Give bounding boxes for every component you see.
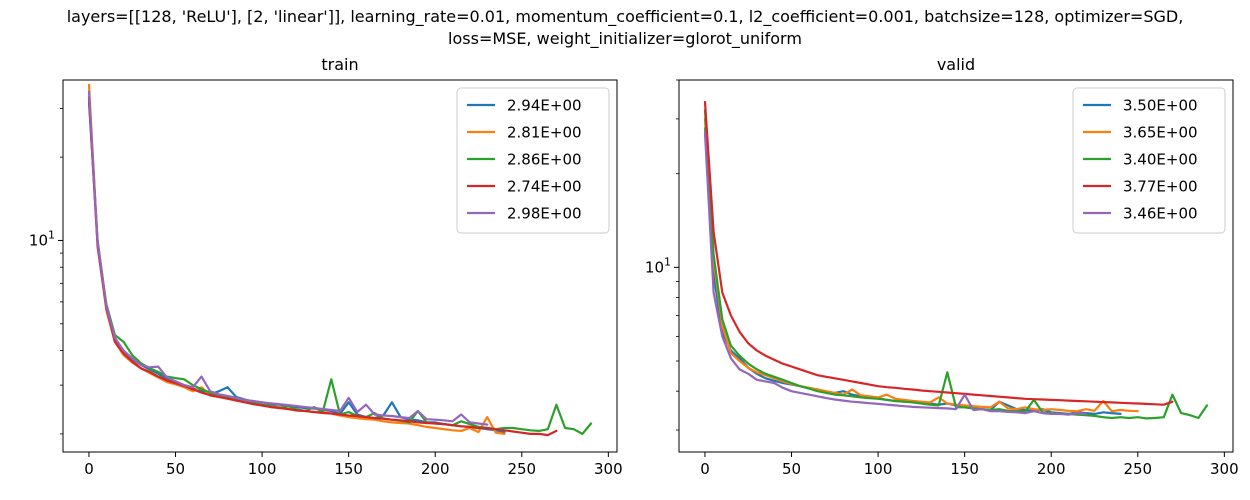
series-line-5 xyxy=(87,90,489,426)
legend-box xyxy=(456,87,610,234)
figure-title-line-1: layers=[[128, 'ReLU'], [2, 'linear']], l… xyxy=(66,7,1184,26)
legend-label: 2.74E+00 xyxy=(507,178,582,196)
x-tick-label: 200 xyxy=(1037,460,1066,478)
x-tick-label: 100 xyxy=(248,460,277,478)
x-tick-label: 200 xyxy=(421,460,450,478)
legend-label: 2.98E+00 xyxy=(507,205,582,223)
series-lines xyxy=(87,83,593,437)
series-line-4 xyxy=(703,100,1174,406)
legend-label: 3.46E+00 xyxy=(1123,205,1198,223)
legend-label: 3.50E+00 xyxy=(1123,97,1198,115)
figure-title-line-2: loss=MSE, weight_initializer=glorot_unif… xyxy=(448,29,802,48)
x-tick-label: 300 xyxy=(1210,460,1239,478)
legend-label: 3.40E+00 xyxy=(1123,151,1198,169)
x-tick-label: 250 xyxy=(1123,460,1152,478)
series-lines xyxy=(703,100,1209,420)
series-line-1 xyxy=(87,101,506,434)
legend-label: 2.86E+00 xyxy=(507,151,582,169)
series-line-4 xyxy=(87,95,558,437)
series-line-5 xyxy=(703,132,1087,416)
legend-label: 3.77E+00 xyxy=(1123,178,1198,196)
series-line-1 xyxy=(703,127,1122,415)
x-tick-label: 100 xyxy=(864,460,893,478)
legend-box xyxy=(1072,87,1226,234)
figure-title: layers=[[128, 'ReLU'], [2, 'linear']], l… xyxy=(0,6,1250,50)
x-tick-label: 50 xyxy=(166,460,185,478)
x-tick-label: 0 xyxy=(700,460,710,478)
x-tick-label: 300 xyxy=(594,460,623,478)
y-tick-label: 101 xyxy=(645,255,671,276)
x-tick-label: 150 xyxy=(950,460,979,478)
valid-chart: valid 0 50 100 150 200 250 300 101 3.50E+00 3.65E+… xyxy=(645,55,1239,478)
x-tick-label: 50 xyxy=(782,460,801,478)
x-tick-label: 250 xyxy=(507,460,536,478)
chart-title: valid xyxy=(937,55,975,74)
legend-label: 3.65E+00 xyxy=(1123,124,1198,142)
legend-label: 2.94E+00 xyxy=(507,97,582,115)
y-tick-label: 101 xyxy=(29,228,55,249)
plot-frame xyxy=(62,79,618,453)
legend: 3.50E+00 3.65E+00 3.40E+00 3.77E+00 3.46E+00 xyxy=(1072,87,1226,234)
series-line-2 xyxy=(703,117,1139,413)
train-chart: train 0 50 100 150 200 250 300 101 2.94E+00 2.81E+… xyxy=(29,55,623,478)
x-tick-label: 0 xyxy=(84,460,94,478)
legend-label: 2.81E+00 xyxy=(507,124,582,142)
chart-title: train xyxy=(321,55,358,74)
series-line-2 xyxy=(87,83,506,435)
plot-frame xyxy=(678,79,1234,453)
x-tick-label: 150 xyxy=(334,460,363,478)
legend: 2.94E+00 2.81E+00 2.86E+00 2.74E+00 2.98E+00 xyxy=(456,87,610,234)
